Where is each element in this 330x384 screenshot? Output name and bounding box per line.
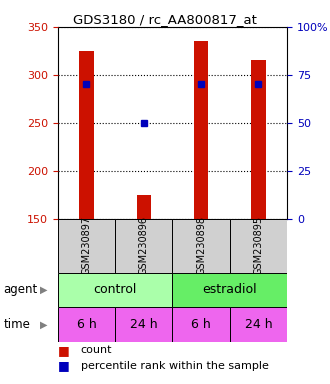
Text: ▶: ▶	[40, 319, 47, 329]
Bar	[115, 307, 173, 342]
Bar	[194, 41, 208, 219]
Text: 6 h: 6 h	[191, 318, 211, 331]
Text: ■: ■	[58, 344, 70, 357]
Bar	[173, 273, 287, 307]
Text: ■: ■	[58, 359, 70, 372]
Text: estradiol: estradiol	[202, 283, 257, 296]
Text: control: control	[93, 283, 137, 296]
Text: percentile rank within the sample: percentile rank within the sample	[81, 361, 269, 371]
Bar	[115, 219, 173, 273]
Text: GDS3180 / rc_AA800817_at: GDS3180 / rc_AA800817_at	[73, 13, 257, 26]
Text: time: time	[3, 318, 30, 331]
Text: GSM230896: GSM230896	[139, 216, 149, 275]
Bar	[58, 273, 173, 307]
Text: 24 h: 24 h	[245, 318, 272, 331]
Bar	[58, 307, 115, 342]
Text: 6 h: 6 h	[77, 318, 96, 331]
Bar	[58, 219, 115, 273]
Bar	[230, 307, 287, 342]
Text: 24 h: 24 h	[130, 318, 157, 331]
Text: GSM230898: GSM230898	[196, 216, 206, 275]
Bar	[79, 51, 94, 219]
Bar	[230, 219, 287, 273]
Text: GSM230897: GSM230897	[82, 216, 91, 275]
Text: agent: agent	[3, 283, 38, 296]
Bar	[251, 61, 266, 219]
Bar	[173, 307, 230, 342]
Bar	[137, 195, 151, 219]
Text: GSM230895: GSM230895	[253, 216, 263, 275]
Text: ▶: ▶	[40, 285, 47, 295]
Bar	[173, 219, 230, 273]
Text: count: count	[81, 345, 112, 355]
